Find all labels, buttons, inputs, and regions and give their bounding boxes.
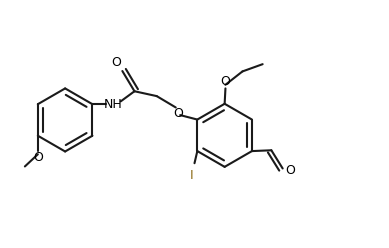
Text: I: I xyxy=(190,169,193,182)
Text: O: O xyxy=(33,152,43,164)
Text: O: O xyxy=(111,57,121,69)
Text: O: O xyxy=(285,164,295,177)
Text: O: O xyxy=(221,75,230,88)
Text: NH: NH xyxy=(104,98,123,111)
Text: O: O xyxy=(173,107,183,120)
